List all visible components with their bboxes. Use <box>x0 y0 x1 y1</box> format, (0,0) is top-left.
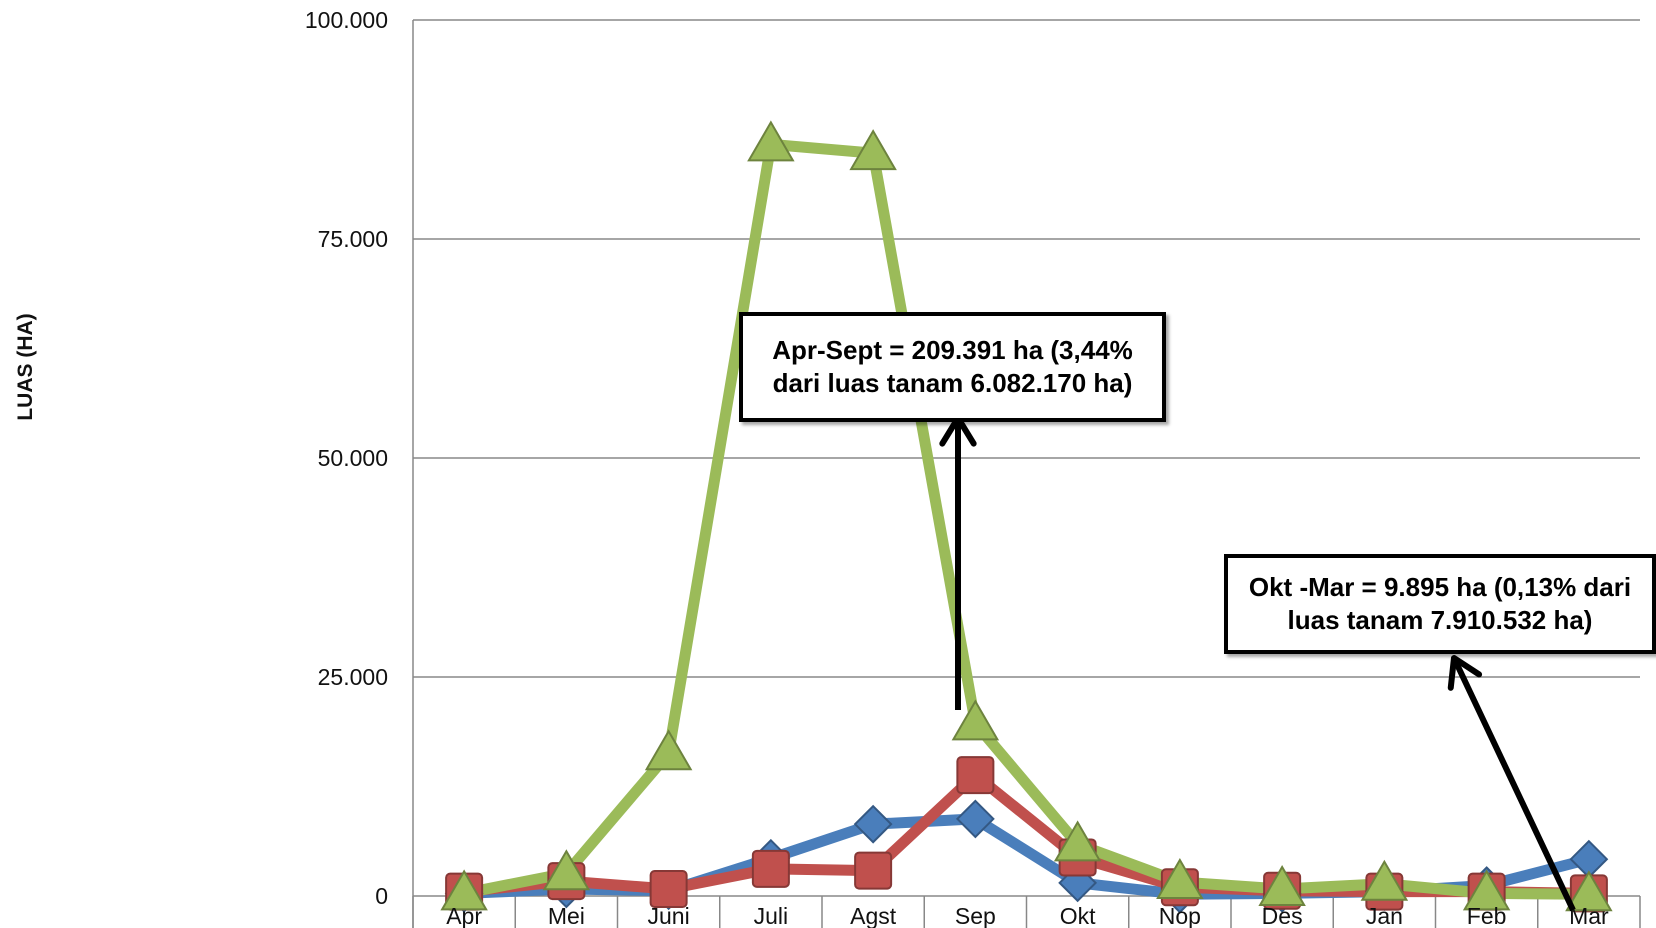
tick-labels: 0 25.000 50.000 75.000 100.000 Apr Mei Juni Juli… <box>305 7 1609 928</box>
grid-lines <box>413 19 1640 678</box>
x-tick-label: Sep <box>955 903 996 928</box>
x-tick-label: Feb <box>1467 903 1507 928</box>
callout-apr-sept-line-1: Apr-Sept = 209.391 ha (3,44% <box>772 335 1133 365</box>
square-marker <box>751 849 790 888</box>
x-tick-label: Apr <box>446 903 482 928</box>
callout-okt-mar-line-2: luas tanam 7.910.532 ha) <box>1287 605 1593 635</box>
triangle-marker <box>644 729 693 771</box>
diamond-marker <box>955 799 995 839</box>
x-tick-label: Des <box>1262 903 1303 928</box>
triangle-marker <box>1156 857 1204 899</box>
y-tick-label: 50.000 <box>318 445 388 471</box>
series-line-2 <box>458 138 1595 900</box>
y-tick-label: 75.000 <box>318 226 388 252</box>
x-tick-label: Juli <box>754 903 789 928</box>
series-lines <box>458 138 1595 900</box>
callout-okt-mar-line-1: Okt -Mar = 9.895 ha (0,13% dari <box>1248 572 1632 602</box>
x-tick-label: Juni <box>648 903 690 928</box>
triangle-marker <box>440 869 488 911</box>
y-tick-label: 0 <box>375 883 388 909</box>
x-tick-label: Mar <box>1569 903 1609 928</box>
callout-apr-sept-line-2: dari luas tanam 6.082.170 ha) <box>772 368 1133 398</box>
triangle-marker <box>951 699 1000 741</box>
triangle-marker <box>1053 820 1102 862</box>
square-marker <box>956 756 995 795</box>
triangle-marker <box>1360 859 1409 901</box>
triangle-marker <box>1565 870 1613 912</box>
triangle-marker <box>747 120 795 162</box>
y-tick-label: 100.000 <box>305 7 388 33</box>
square-marker <box>649 869 688 908</box>
arrow-head-1 <box>1447 655 1483 691</box>
square-marker <box>854 851 893 890</box>
x-tick-label: Agst <box>850 903 897 928</box>
x-tick-label: Nop <box>1159 903 1201 928</box>
arrow-shaft-1 <box>1451 656 1576 912</box>
triangle-marker <box>1462 869 1511 911</box>
triangle-marker <box>542 849 591 891</box>
callout-okt-mar: Okt -Mar = 9.895 ha (0,13% dari luas tan… <box>1224 554 1656 654</box>
x-tick-label: Okt <box>1060 903 1096 928</box>
y-tick-label: 25.000 <box>318 664 388 690</box>
diamond-marker <box>853 804 893 844</box>
x-tick-label: Mei <box>548 903 585 928</box>
annotation-arrows <box>939 415 1576 912</box>
series-markers <box>440 120 1613 914</box>
triangle-marker <box>1258 864 1306 906</box>
x-tick-label: Jan <box>1366 903 1403 928</box>
callout-apr-sept: Apr-Sept = 209.391 ha (3,44% dari luas t… <box>739 312 1166 422</box>
triangle-marker <box>849 129 897 171</box>
y-axis-label: LUAS (HA) <box>14 313 37 420</box>
